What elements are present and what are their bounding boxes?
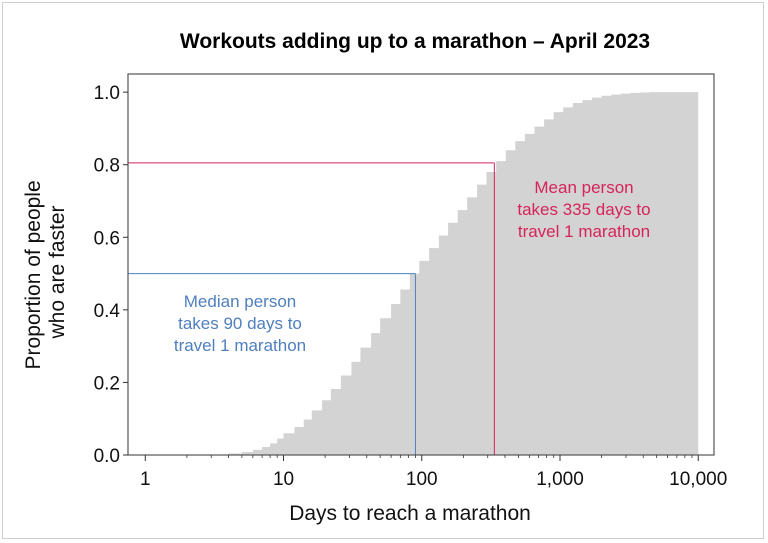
y-tick-label: 0.0	[94, 446, 120, 467]
x-axis-title: Days to reach a marathon	[289, 502, 531, 525]
annotation-0-line-1: takes 90 days to	[178, 314, 302, 333]
annotation-1: Mean person takes 335 days to travel 1 mar…	[517, 178, 650, 241]
y-axis-title-line-2: who are faster	[46, 205, 69, 339]
y-tick-label: 0.8	[94, 156, 120, 177]
y-axis-title-group: Proportion of people who are faster	[22, 175, 69, 370]
annotation-0: Median person takes 90 days to travel 1 ma…	[174, 292, 306, 355]
y-axis-title: Proportion of people who are faster	[22, 175, 69, 370]
x-tick-label: 10	[273, 469, 294, 490]
y-tick-label: 0.4	[94, 301, 121, 322]
x-tick-label: 1	[140, 469, 151, 490]
annotation-1-line-2: travel 1 marathon	[518, 222, 650, 241]
y-tick-label: 0.6	[94, 228, 120, 249]
x-axis: 1 10 100 1,000 10,000	[140, 455, 727, 490]
x-tick-label: 10,000	[669, 469, 727, 490]
reference-lines	[128, 162, 495, 455]
annotation-0-line-0: Median person	[184, 292, 296, 311]
y-tick-label: 0.2	[94, 373, 120, 394]
y-axis-title-line-1: Proportion of people	[22, 180, 45, 369]
annotation-0-line-2: travel 1 marathon	[174, 336, 306, 355]
plot-frame	[127, 73, 715, 456]
y-axis: 0.0 0.2 0.4 0.6 0.8 1.0	[94, 83, 128, 467]
annotation-1-line-0: Mean person	[534, 178, 633, 197]
y-tick-label: 1.0	[94, 83, 120, 104]
annotations: Median person takes 90 days to travel 1 ma…	[174, 178, 651, 355]
annotation-1-line-1: takes 335 days to	[517, 200, 650, 219]
x-tick-label: 1,000	[536, 469, 584, 490]
chart-title: Workouts adding up to a marathon – April…	[180, 30, 650, 53]
plot-area	[127, 73, 715, 456]
x-tick-label: 100	[406, 469, 438, 490]
